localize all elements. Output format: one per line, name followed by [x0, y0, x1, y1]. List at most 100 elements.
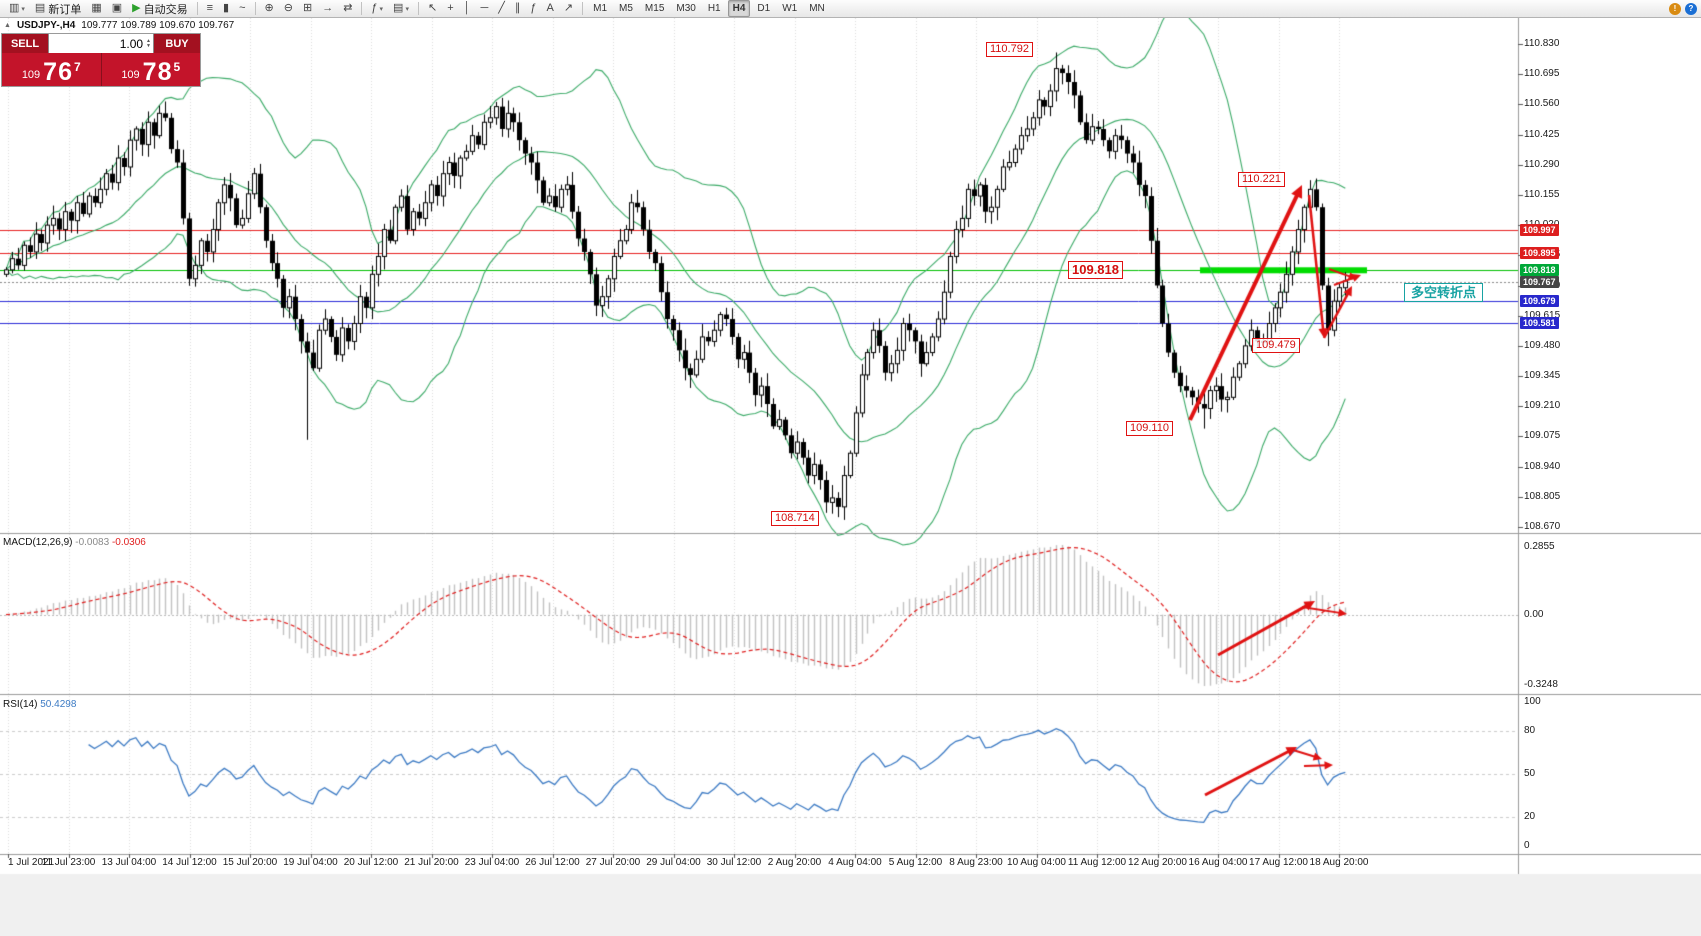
templates-button[interactable]: ▤ ▾ — [389, 0, 413, 18]
timeframe-m1-button[interactable]: M1 — [593, 3, 608, 14]
text-button[interactable]: A — [543, 0, 558, 18]
fibonacci-icon: ƒ — [530, 2, 537, 14]
timeframe-m5-button[interactable]: M5 — [619, 3, 633, 14]
timeframe-mn-button[interactable]: MN — [809, 3, 825, 14]
channel-button[interactable]: ∥ — [511, 0, 525, 18]
cursor-icon: ↖ — [427, 2, 438, 14]
macd-signal-value: -0.0306 — [111, 537, 146, 548]
trade-controls-row: SELL 1.00 ▲ ▼ BUY — [2, 34, 200, 53]
market-watch-button[interactable]: ▦ — [87, 0, 105, 18]
symbol-period-label: USDJPY-,H4 — [16, 20, 76, 31]
toolbar-separator — [582, 2, 584, 15]
toolbar-separator — [361, 2, 363, 15]
candle-chart-button[interactable]: ▮ — [219, 0, 233, 18]
trendline-button[interactable]: ╱ — [494, 0, 509, 18]
line-chart-icon: ~ — [239, 2, 246, 14]
timeframe-w1-button[interactable]: W1 — [782, 3, 798, 14]
chevron-down-icon: ▾ — [379, 5, 384, 13]
one-click-trading-panel: SELL 1.00 ▲ ▼ BUY 109 76 7 109 78 5 — [2, 34, 200, 86]
text-icon: A — [546, 2, 554, 14]
bar-chart-button[interactable]: ≡ — [203, 0, 217, 18]
arrow-tool-icon: ↗ — [563, 2, 574, 14]
timeframe-h1-button[interactable]: H1 — [707, 3, 721, 14]
macd-main-value: -0.0083 — [75, 537, 110, 548]
volume-input[interactable]: 1.00 ▲ ▼ — [48, 34, 154, 53]
new-order-label: 新订单 — [48, 3, 82, 16]
candle-chart-icon: ▮ — [223, 2, 230, 14]
price-callout-label[interactable]: 108.714 — [771, 511, 819, 526]
zoom-in-icon: ⊕ — [264, 2, 274, 14]
community-icon[interactable]: ? — [1685, 2, 1697, 15]
rsi-value: 50.4298 — [40, 699, 77, 710]
timeframe-m15-button[interactable]: M15 — [644, 3, 665, 14]
price-callout-label[interactable]: 110.792 — [986, 42, 1033, 57]
toolbar-separator — [417, 2, 419, 15]
crosshair-button[interactable]: + — [443, 0, 457, 18]
autotrade-icon: ▶ — [132, 2, 141, 14]
indicators-button[interactable]: ƒ ▾ — [367, 0, 387, 18]
sell-price-big: 76 — [43, 58, 73, 86]
cursor-button[interactable]: ↖ — [424, 0, 441, 18]
buy-price-button[interactable]: 109 78 5 — [100, 53, 201, 86]
sell-button[interactable]: SELL — [2, 34, 48, 53]
toolbar-separator — [254, 2, 256, 15]
volume-spinner[interactable]: ▲ ▼ — [146, 37, 151, 49]
line-chart-button[interactable]: ~ — [235, 0, 249, 18]
market-watch-icon: ▦ — [91, 2, 102, 14]
auto-scroll-icon: → — [322, 2, 334, 14]
arrow-tool-button[interactable]: ↗ — [560, 0, 577, 18]
timeframe-m30-button[interactable]: M30 — [676, 3, 696, 14]
chart-window: 110.830 110.695 110.560 110.425 110.290 110.1… — [0, 18, 1701, 936]
timeframe-d1-button[interactable]: D1 — [757, 3, 771, 14]
chart-shift-icon: ⇄ — [343, 2, 353, 14]
alerts-icon[interactable]: ! — [1669, 2, 1681, 15]
buy-price-big: 78 — [142, 58, 173, 86]
new-order-button[interactable]: ▤ 新订单 — [31, 0, 85, 18]
macd-indicator-label: MACD(12,26,9) -0.0083 -0.0306 — [3, 537, 146, 548]
buy-price-prefix: 109 — [121, 69, 140, 81]
macd-name: MACD(12,26,9) — [3, 537, 73, 548]
new-chart-icon: ▥ — [9, 2, 20, 14]
tile-windows-button[interactable]: ⊞ — [299, 0, 316, 18]
zoom-out-button[interactable]: ⊖ — [280, 0, 297, 18]
toolbar-separator — [196, 2, 198, 15]
one-click-expander-icon[interactable]: ▲ — [4, 22, 11, 29]
price-chart-canvas[interactable] — [0, 18, 1701, 936]
volume-down-icon[interactable]: ▼ — [146, 42, 151, 49]
autotrade-button[interactable]: ▶ 自动交易 — [128, 0, 191, 18]
bar-chart-icon: ≡ — [206, 2, 214, 14]
trendline-icon: ╱ — [498, 2, 505, 14]
ohlc-values: 109.777 109.789 109.670 109.767 — [81, 20, 235, 31]
sell-price-sup: 7 — [73, 60, 81, 74]
chevron-down-icon: ▾ — [405, 5, 409, 13]
auto-scroll-button[interactable]: → — [318, 0, 337, 18]
vertical-line-button[interactable]: │ — [460, 0, 475, 18]
volume-up-icon[interactable]: ▲ — [146, 37, 151, 44]
rsi-indicator-label: RSI(14) 50.4298 — [3, 699, 76, 710]
zoom-out-icon: ⊖ — [283, 2, 293, 14]
volume-value: 1.00 — [119, 36, 144, 51]
vertical-line-icon: │ — [463, 2, 471, 14]
indicators-icon: ƒ — [371, 2, 378, 14]
crosshair-icon: + — [447, 2, 454, 14]
sell-price-button[interactable]: 109 76 7 — [2, 53, 101, 86]
chart-shift-button[interactable]: ⇄ — [339, 0, 356, 18]
navigator-button[interactable]: ▣ — [108, 0, 126, 18]
price-callout-label[interactable]: 110.221 — [1238, 172, 1285, 187]
rsi-name: RSI(14) — [3, 699, 38, 710]
price-callout-label[interactable]: 109.818 — [1068, 261, 1123, 279]
price-callout-label[interactable]: 109.479 — [1252, 338, 1300, 353]
fibonacci-button[interactable]: ƒ — [526, 0, 540, 18]
turning-point-annotation[interactable]: 多空转折点 — [1404, 283, 1484, 302]
horizontal-line-button[interactable]: ─ — [477, 0, 493, 18]
buy-button[interactable]: BUY — [154, 34, 200, 53]
templates-icon: ▤ — [393, 2, 404, 14]
autotrade-label: 自动交易 — [143, 3, 188, 16]
zoom-in-button[interactable]: ⊕ — [261, 0, 278, 18]
new-chart-button[interactable]: ▥ ▾ — [5, 0, 29, 18]
new-order-icon: ▤ — [34, 2, 46, 14]
timeframe-h4-button[interactable]: H4 — [727, 0, 751, 17]
price-callout-label[interactable]: 109.110 — [1126, 421, 1173, 436]
trade-prices-row: 109 76 7 109 78 5 — [2, 53, 200, 86]
